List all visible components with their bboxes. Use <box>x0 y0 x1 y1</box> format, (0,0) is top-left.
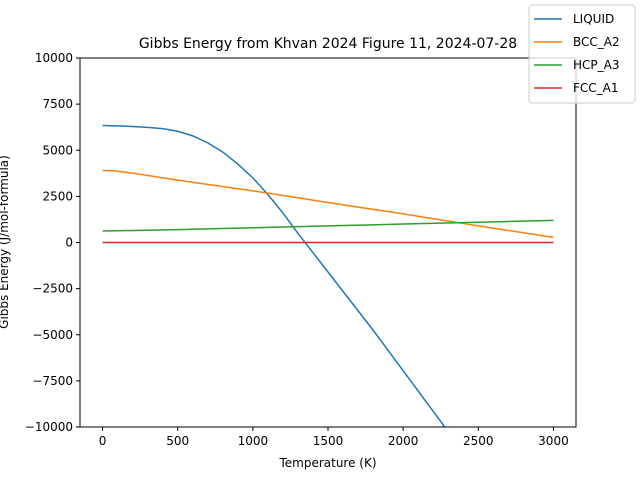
y-tick-label: 10000 <box>35 51 73 65</box>
x-tick-label: 500 <box>166 434 189 448</box>
legend-box <box>528 4 636 104</box>
y-tick-label: 5000 <box>42 143 73 157</box>
series-layer <box>102 124 554 427</box>
y-tick-label: −10000 <box>25 420 73 434</box>
y-tick-label: 2500 <box>42 189 73 203</box>
legend-label: LIQUID <box>573 12 614 26</box>
series-line-bcc-a2 <box>102 169 554 239</box>
y-tick-label: 7500 <box>42 97 73 111</box>
legend: LIQUID BCC_A2 HCP_A3 FCC_A1 <box>528 4 636 104</box>
x-tick-label: 2000 <box>388 434 419 448</box>
y-tick-label: −7500 <box>32 374 73 388</box>
legend-label: FCC_A1 <box>573 81 619 95</box>
x-tick-label: 0 <box>99 434 107 448</box>
y-tick-label: −5000 <box>32 328 73 342</box>
y-tick-label: 0 <box>65 236 73 250</box>
series-line-liquid <box>102 124 446 427</box>
legend-label: BCC_A2 <box>573 35 620 49</box>
x-tick-label: 1500 <box>313 434 344 448</box>
x-axis-label: Temperature (K) <box>278 456 376 470</box>
y-axis-label: Gibbs Energy (J/mol-formula) <box>0 155 11 329</box>
chart-title: Gibbs Energy from Khvan 2024 Figure 11, … <box>139 36 517 52</box>
x-tick-label: 1000 <box>238 434 269 448</box>
x-axis-ticks: 0 500 1000 1500 2000 2500 3000 <box>99 427 569 448</box>
y-axis-ticks: −10000 −7500 −5000 −2500 0 2500 5000 7500 10000 <box>25 51 80 434</box>
x-tick-label: 3000 <box>538 434 569 448</box>
series-line-hcp-a3 <box>102 219 554 232</box>
legend-label: HCP_A3 <box>573 58 619 72</box>
x-tick-label: 2500 <box>463 434 494 448</box>
y-tick-label: −2500 <box>32 282 73 296</box>
